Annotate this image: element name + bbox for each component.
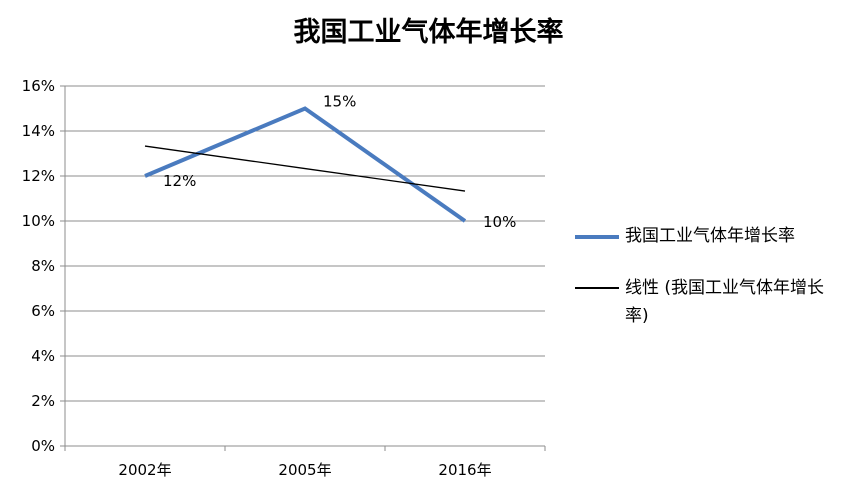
data-label: 15% <box>323 93 356 111</box>
legend-item-trendline: 线性 (我国工业气体年增长率) <box>575 274 845 330</box>
chart-title: 我国工业气体年增长率 <box>293 17 564 48</box>
y-tick-label: 8% <box>31 257 55 275</box>
x-tick-label: 2002年 <box>118 461 171 479</box>
legend-label-trendline: 线性 (我国工业气体年增长率) <box>625 278 825 326</box>
series-line-growth-rate <box>144 106 467 223</box>
y-tick-label: 4% <box>31 347 55 365</box>
legend-item-growth-rate: 我国工业气体年增长率 <box>575 222 845 250</box>
y-tick-label: 0% <box>31 437 55 455</box>
data-label: 10% <box>483 213 516 231</box>
series-line-trendline <box>144 145 466 192</box>
y-tick-label: 16% <box>22 77 55 95</box>
y-tick-label: 10% <box>22 212 55 230</box>
x-tick-label: 2005年 <box>278 461 331 479</box>
legend: 我国工业气体年增长率 线性 (我国工业气体年增长率) <box>575 222 845 330</box>
legend-swatch-trendline <box>575 287 619 289</box>
y-tick-label: 12% <box>22 167 55 185</box>
data-label: 12% <box>163 172 196 190</box>
x-tick-label: 2016年 <box>438 461 491 479</box>
legend-label-growth-rate: 我国工业气体年增长率 <box>625 226 795 246</box>
y-tick-label: 6% <box>31 302 55 320</box>
y-tick-label: 14% <box>22 122 55 140</box>
legend-swatch-growth-rate <box>575 235 619 239</box>
y-tick-label: 2% <box>31 392 55 410</box>
